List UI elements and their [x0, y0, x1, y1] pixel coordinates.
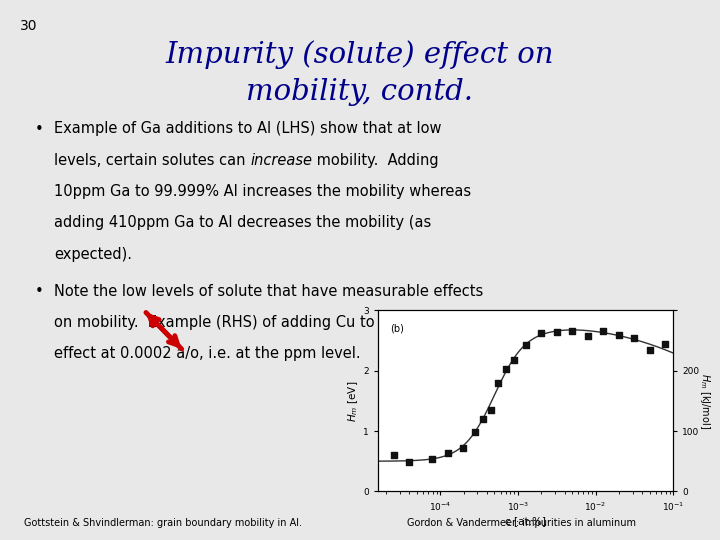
Text: 10ppm Ga to 99.999% Al increases the mobility whereas: 10ppm Ga to 99.999% Al increases the mob…	[54, 184, 471, 199]
Point	[477, 414, 489, 423]
Text: increase: increase	[250, 153, 312, 168]
Text: expected).: expected).	[54, 247, 132, 262]
Point	[629, 334, 640, 343]
Point	[536, 329, 547, 338]
Point	[551, 328, 562, 336]
Text: Example of Ga additions to Al (LHS) show that at low: Example of Ga additions to Al (LHS) show…	[54, 122, 441, 137]
Point	[660, 340, 671, 348]
Point	[582, 332, 593, 340]
Point	[508, 356, 520, 364]
Point	[388, 450, 400, 459]
Point	[500, 364, 512, 373]
Text: •: •	[35, 122, 43, 137]
Y-axis label: $H_m$ [eV]: $H_m$ [eV]	[346, 380, 361, 422]
Text: adding 410ppm Ga to Al decreases the mobility (as: adding 410ppm Ga to Al decreases the mob…	[54, 215, 431, 231]
Text: mobility, contd.: mobility, contd.	[246, 78, 474, 106]
Point	[613, 331, 624, 340]
Point	[598, 326, 609, 335]
Point	[442, 449, 454, 458]
Point	[403, 458, 415, 467]
Text: Gottstein & Shvindlerman: grain boundary mobility in Al.: Gottstein & Shvindlerman: grain boundary…	[24, 518, 302, 528]
Y-axis label: $H_m$ [kJ/mol]: $H_m$ [kJ/mol]	[698, 373, 712, 429]
Text: on mobility.  Example (RHS) of adding Cu to Al shows an: on mobility. Example (RHS) of adding Cu …	[54, 315, 467, 330]
Text: Impurity (solute) effect on: Impurity (solute) effect on	[166, 40, 554, 69]
Text: (b): (b)	[390, 323, 404, 333]
Point	[469, 427, 481, 436]
Point	[427, 455, 438, 463]
Point	[485, 405, 496, 414]
Text: Note the low levels of solute that have measurable effects: Note the low levels of solute that have …	[54, 284, 483, 299]
Text: 30: 30	[20, 19, 37, 33]
Point	[458, 444, 469, 453]
Text: mobility.  Adding: mobility. Adding	[312, 153, 438, 168]
Point	[520, 341, 531, 349]
Point	[644, 346, 656, 354]
Text: Gordon & Vandermeer: impurities in aluminum: Gordon & Vandermeer: impurities in alumi…	[407, 518, 636, 528]
Text: levels, certain solutes can: levels, certain solutes can	[54, 153, 250, 168]
X-axis label: c [at.%]: c [at.%]	[505, 516, 546, 525]
Text: effect at 0.0002 a/o, i.e. at the ppm level.: effect at 0.0002 a/o, i.e. at the ppm le…	[54, 346, 361, 361]
Text: •: •	[35, 284, 43, 299]
Point	[492, 379, 504, 387]
Point	[567, 327, 578, 335]
